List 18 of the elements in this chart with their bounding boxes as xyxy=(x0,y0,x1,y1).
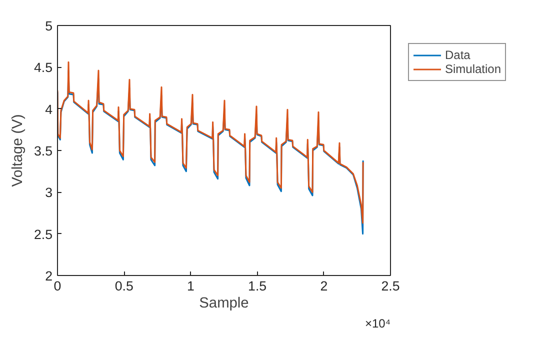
x-tick-label: 2.5 xyxy=(381,278,400,294)
y-tick-label: 2.5 xyxy=(34,226,53,242)
x-tick-label: 2 xyxy=(320,278,328,294)
y-tick-label: 3 xyxy=(45,185,53,200)
y-tick-label: 3.5 xyxy=(34,144,53,158)
legend-label: Simulation xyxy=(445,62,502,76)
y-tick-label: 2 xyxy=(45,268,53,284)
y-tick-label: 4.5 xyxy=(34,60,53,76)
y-axis-title: Voltage (V) xyxy=(10,114,26,187)
text: ×10⁴ xyxy=(364,316,391,330)
x-tick-label: 0 xyxy=(54,278,62,294)
x-tick-label: 1 xyxy=(186,278,194,294)
x-tick-label: 1.5 xyxy=(248,278,267,294)
legend-label: Data xyxy=(445,48,470,62)
x-axis-title: Sample xyxy=(199,296,249,312)
y-tick-label: 5 xyxy=(45,18,53,34)
x-tick-label: 0.5 xyxy=(114,278,134,294)
y-tick-label: 4 xyxy=(45,102,54,117)
